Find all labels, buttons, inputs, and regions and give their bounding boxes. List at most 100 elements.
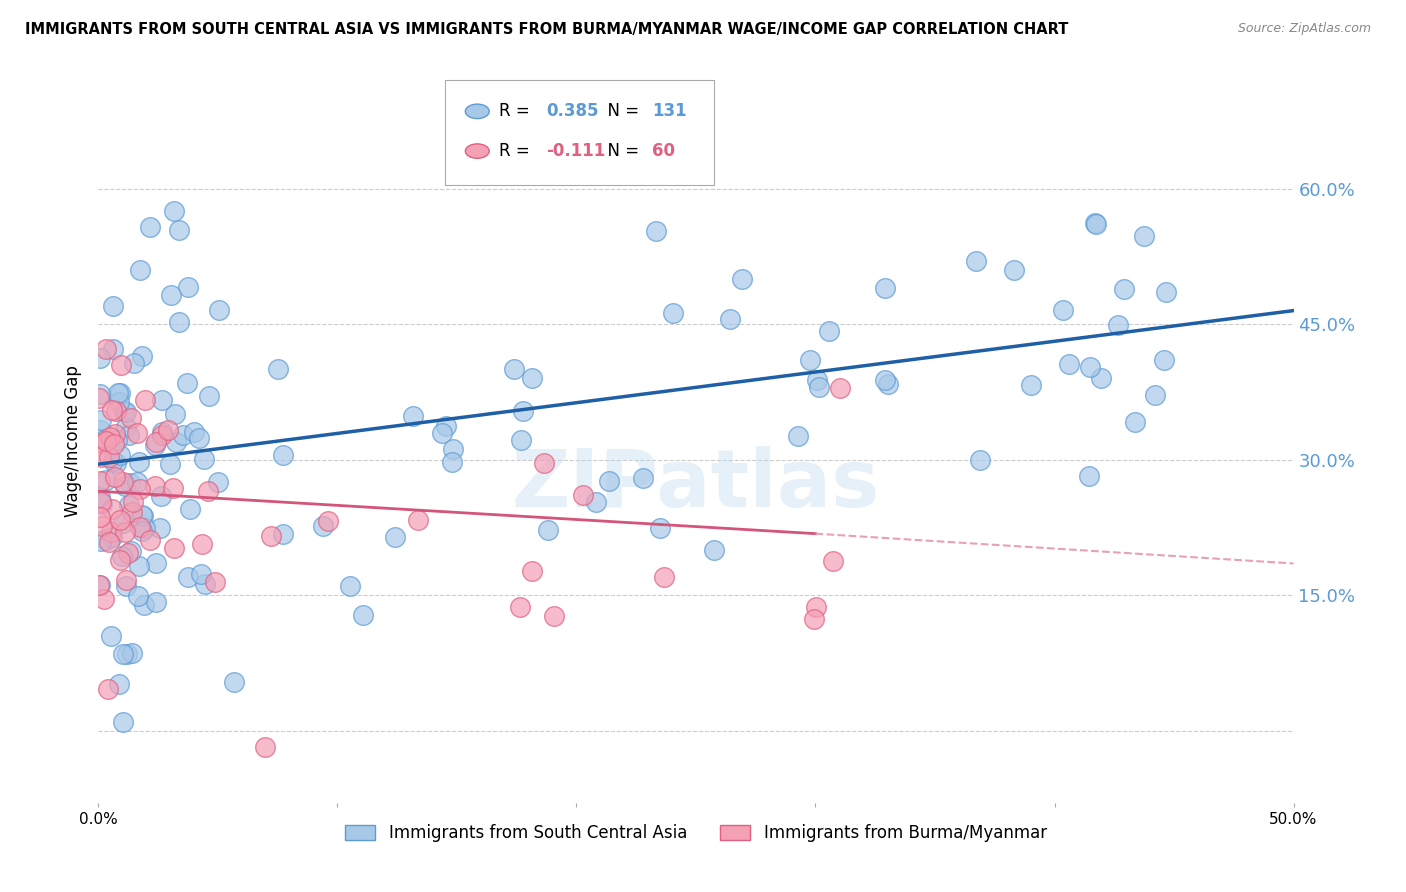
Point bbox=[167, 315, 190, 329]
Point bbox=[112, 647, 135, 661]
Point bbox=[108, 395, 131, 409]
Point bbox=[87, 391, 110, 405]
Point bbox=[134, 393, 156, 408]
Point bbox=[134, 521, 156, 535]
Point bbox=[103, 437, 125, 451]
Point bbox=[97, 682, 120, 697]
Point bbox=[101, 299, 124, 313]
Point bbox=[1114, 282, 1136, 296]
Point bbox=[163, 408, 186, 422]
Point bbox=[129, 482, 152, 496]
Point bbox=[89, 387, 111, 401]
Point bbox=[111, 475, 134, 490]
Text: IMMIGRANTS FROM SOUTH CENTRAL ASIA VS IMMIGRANTS FROM BURMA/MYANMAR WAGE/INCOME : IMMIGRANTS FROM SOUTH CENTRAL ASIA VS IM… bbox=[25, 22, 1069, 37]
Point bbox=[111, 516, 134, 531]
Point bbox=[406, 512, 429, 526]
Point bbox=[1019, 377, 1042, 392]
Point bbox=[90, 435, 112, 450]
Point bbox=[969, 452, 991, 467]
Point bbox=[1132, 229, 1154, 244]
Point bbox=[197, 483, 219, 498]
Point bbox=[112, 403, 135, 417]
Point bbox=[94, 473, 117, 487]
Point bbox=[89, 490, 111, 504]
Point bbox=[93, 591, 115, 606]
Point bbox=[522, 371, 544, 385]
Point bbox=[441, 442, 464, 456]
Point bbox=[131, 509, 153, 524]
Point bbox=[503, 362, 526, 376]
Point bbox=[806, 599, 828, 614]
Point bbox=[662, 306, 685, 320]
Text: N =: N = bbox=[596, 103, 644, 120]
Point bbox=[159, 457, 181, 471]
Point bbox=[122, 356, 145, 370]
Point bbox=[165, 435, 187, 450]
Point bbox=[150, 392, 173, 407]
Point bbox=[204, 574, 226, 589]
Point bbox=[115, 579, 138, 593]
Point bbox=[139, 220, 162, 235]
Point bbox=[96, 533, 118, 548]
Point bbox=[89, 474, 111, 488]
Point bbox=[131, 508, 153, 522]
Point bbox=[312, 518, 335, 533]
Point bbox=[127, 589, 149, 603]
Point bbox=[434, 418, 457, 433]
Point bbox=[118, 427, 141, 442]
Point bbox=[207, 475, 229, 489]
Point bbox=[271, 448, 294, 462]
Point bbox=[114, 524, 136, 539]
Point bbox=[97, 535, 120, 549]
Text: ZIPatlas: ZIPatlas bbox=[512, 446, 880, 524]
Text: R =: R = bbox=[499, 142, 534, 160]
Point bbox=[259, 528, 281, 542]
Point bbox=[145, 434, 167, 449]
Point bbox=[128, 559, 150, 574]
Point bbox=[965, 254, 987, 268]
Point bbox=[807, 380, 830, 394]
Point bbox=[598, 474, 620, 488]
Point bbox=[509, 599, 531, 614]
Point bbox=[150, 428, 173, 442]
Point bbox=[718, 311, 741, 326]
Point bbox=[111, 714, 134, 729]
Point bbox=[104, 456, 127, 470]
Point bbox=[224, 675, 246, 690]
Point bbox=[96, 343, 118, 357]
Point bbox=[191, 537, 214, 551]
Point bbox=[115, 419, 138, 434]
Point bbox=[104, 470, 127, 484]
Point bbox=[131, 524, 153, 539]
Point bbox=[821, 554, 844, 568]
Point bbox=[100, 629, 122, 643]
Point bbox=[108, 513, 131, 527]
Point bbox=[828, 382, 851, 396]
Point bbox=[1077, 468, 1099, 483]
Point bbox=[648, 521, 671, 535]
Text: -0.111: -0.111 bbox=[547, 142, 606, 160]
Point bbox=[90, 412, 112, 426]
Point bbox=[100, 524, 122, 539]
Point bbox=[193, 451, 215, 466]
Point bbox=[118, 476, 141, 491]
Point bbox=[143, 479, 166, 493]
Point bbox=[1123, 415, 1146, 429]
Point bbox=[533, 456, 555, 470]
Point bbox=[432, 425, 454, 440]
Point bbox=[162, 204, 184, 219]
Point bbox=[1090, 371, 1112, 385]
Point bbox=[149, 521, 172, 535]
Point bbox=[537, 524, 560, 538]
Point bbox=[1084, 216, 1107, 230]
Point bbox=[512, 403, 534, 417]
Point bbox=[90, 450, 112, 464]
Point bbox=[1002, 263, 1025, 277]
Text: N =: N = bbox=[596, 142, 644, 160]
Point bbox=[1057, 358, 1080, 372]
Point bbox=[172, 427, 194, 442]
Point bbox=[110, 358, 132, 372]
Point bbox=[1078, 360, 1101, 375]
Point bbox=[1154, 285, 1177, 299]
Point bbox=[125, 425, 148, 440]
